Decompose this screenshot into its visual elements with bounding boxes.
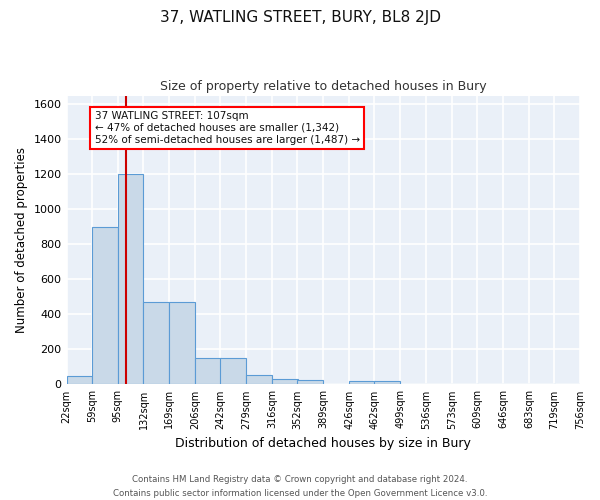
X-axis label: Distribution of detached houses by size in Bury: Distribution of detached houses by size … — [175, 437, 471, 450]
Bar — [272, 379, 298, 384]
Bar — [92, 227, 118, 384]
Bar — [169, 302, 195, 384]
Bar — [374, 381, 400, 384]
Bar — [143, 302, 169, 384]
Y-axis label: Number of detached properties: Number of detached properties — [15, 147, 28, 333]
Bar — [220, 358, 247, 384]
Bar — [195, 358, 221, 384]
Text: 37 WATLING STREET: 107sqm
← 47% of detached houses are smaller (1,342)
52% of se: 37 WATLING STREET: 107sqm ← 47% of detac… — [95, 112, 359, 144]
Bar — [67, 376, 92, 384]
Bar — [349, 381, 375, 384]
Bar — [247, 375, 272, 384]
Title: Size of property relative to detached houses in Bury: Size of property relative to detached ho… — [160, 80, 487, 93]
Bar — [298, 380, 323, 384]
Bar — [118, 174, 143, 384]
Text: 37, WATLING STREET, BURY, BL8 2JD: 37, WATLING STREET, BURY, BL8 2JD — [160, 10, 440, 25]
Text: Contains HM Land Registry data © Crown copyright and database right 2024.
Contai: Contains HM Land Registry data © Crown c… — [113, 476, 487, 498]
